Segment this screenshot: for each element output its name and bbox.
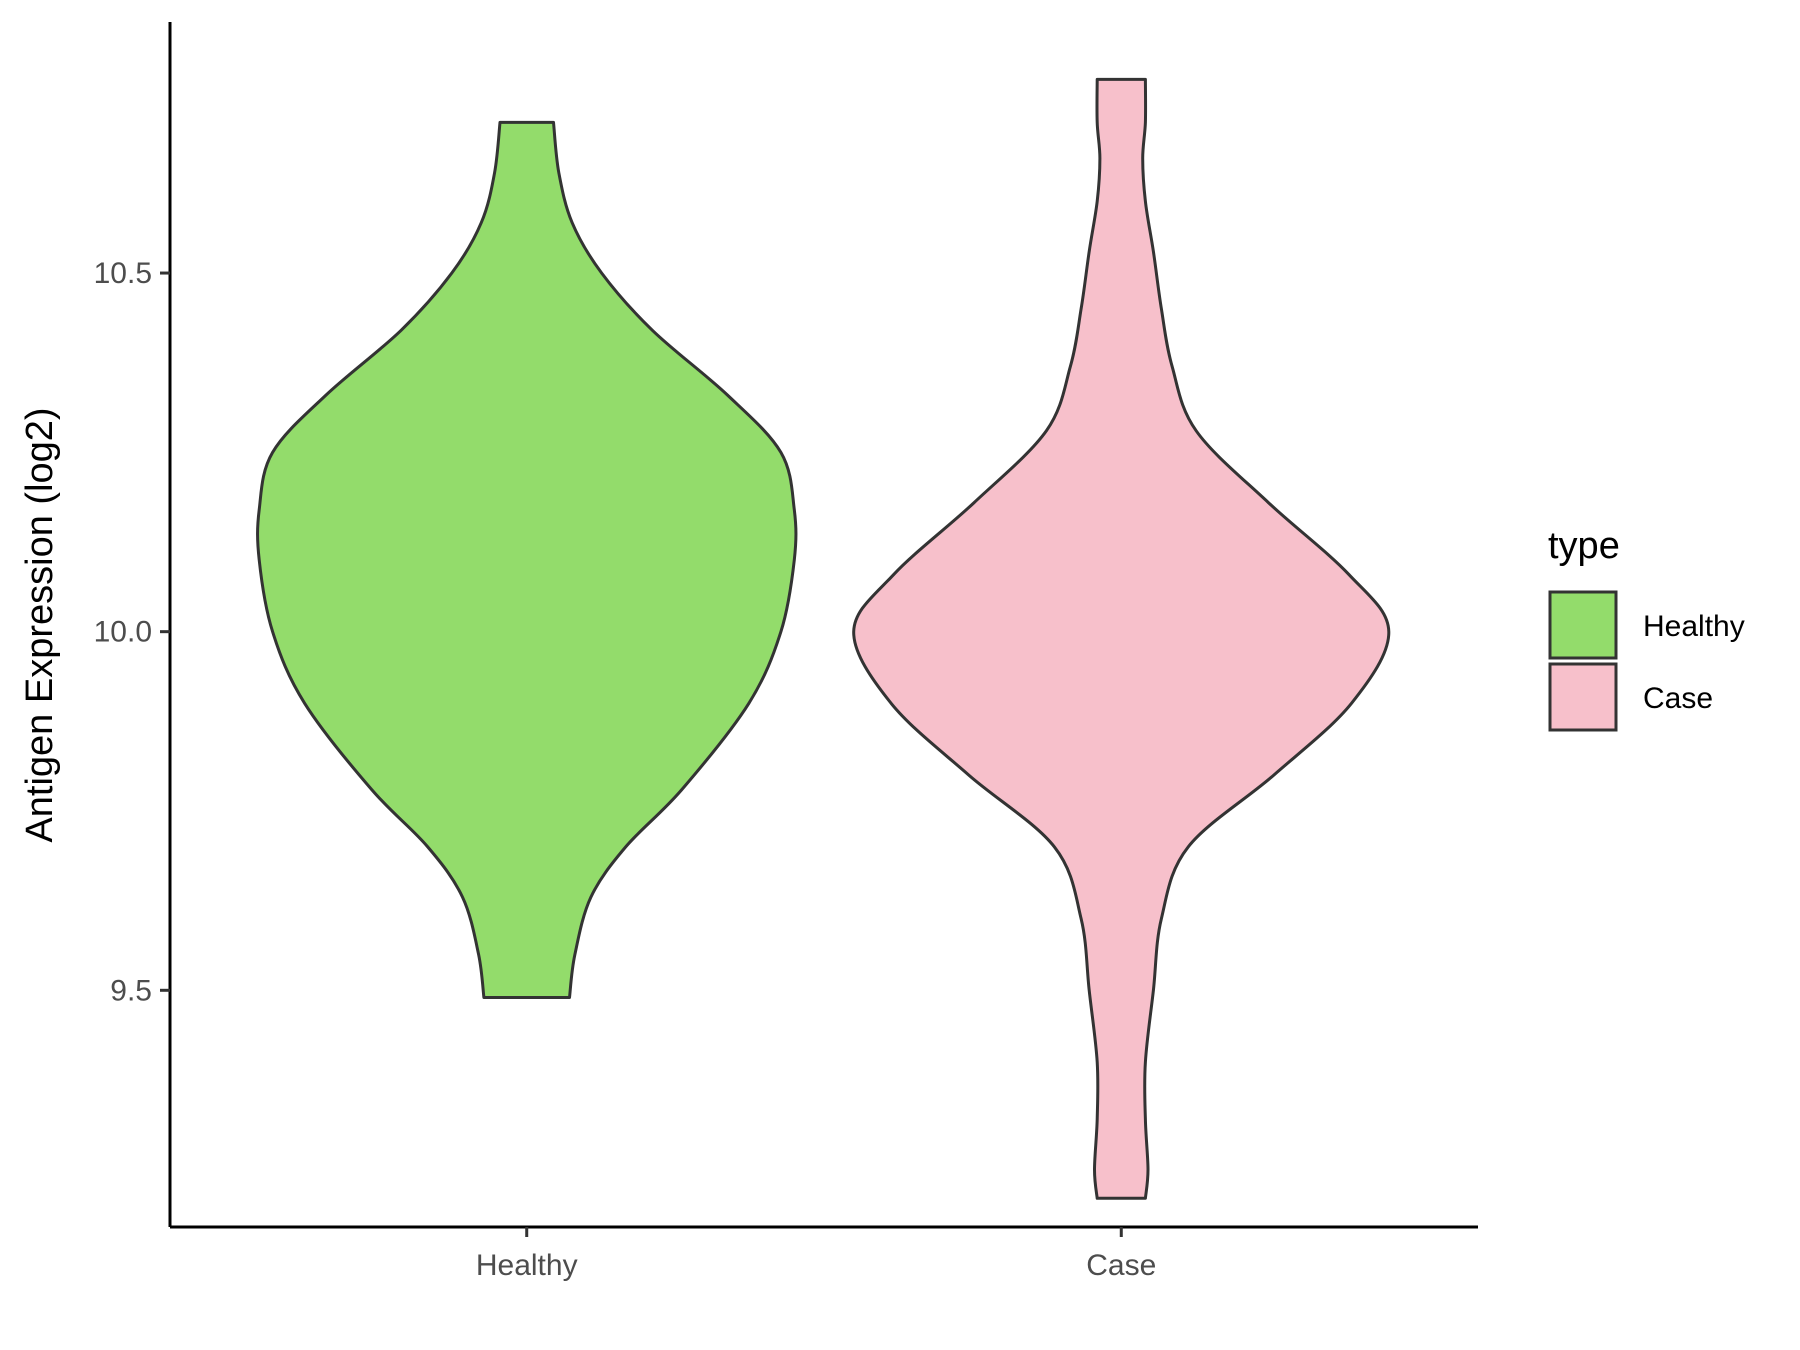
y-axis-title: Antigen Expression (log2) [19, 407, 61, 842]
y-ticks: 9.5 10.0 10.5 [94, 257, 170, 1007]
legend-label: Healthy [1643, 610, 1745, 643]
y-tick-label: 10.5 [94, 257, 152, 290]
violin-case [852, 77, 1391, 1200]
legend-swatch-healthy [1548, 590, 1618, 660]
y-tick-label: 9.5 [110, 974, 152, 1007]
legend-title: type [1548, 525, 1620, 567]
violin-layer [256, 77, 1391, 1200]
legend-items: Healthy Case [1548, 590, 1745, 732]
violin-healthy [256, 120, 798, 999]
axes-layer [168, 22, 1478, 1229]
x-tick-label: Healthy [476, 1249, 578, 1282]
x-tick-label: Case [1086, 1249, 1156, 1282]
legend-label: Case [1643, 682, 1713, 715]
legend: type Healthy Case [1548, 525, 1745, 732]
x-ticks: Healthy Case [476, 1227, 1156, 1282]
y-tick-label: 10.0 [94, 616, 152, 649]
legend-swatch-case [1548, 662, 1618, 732]
